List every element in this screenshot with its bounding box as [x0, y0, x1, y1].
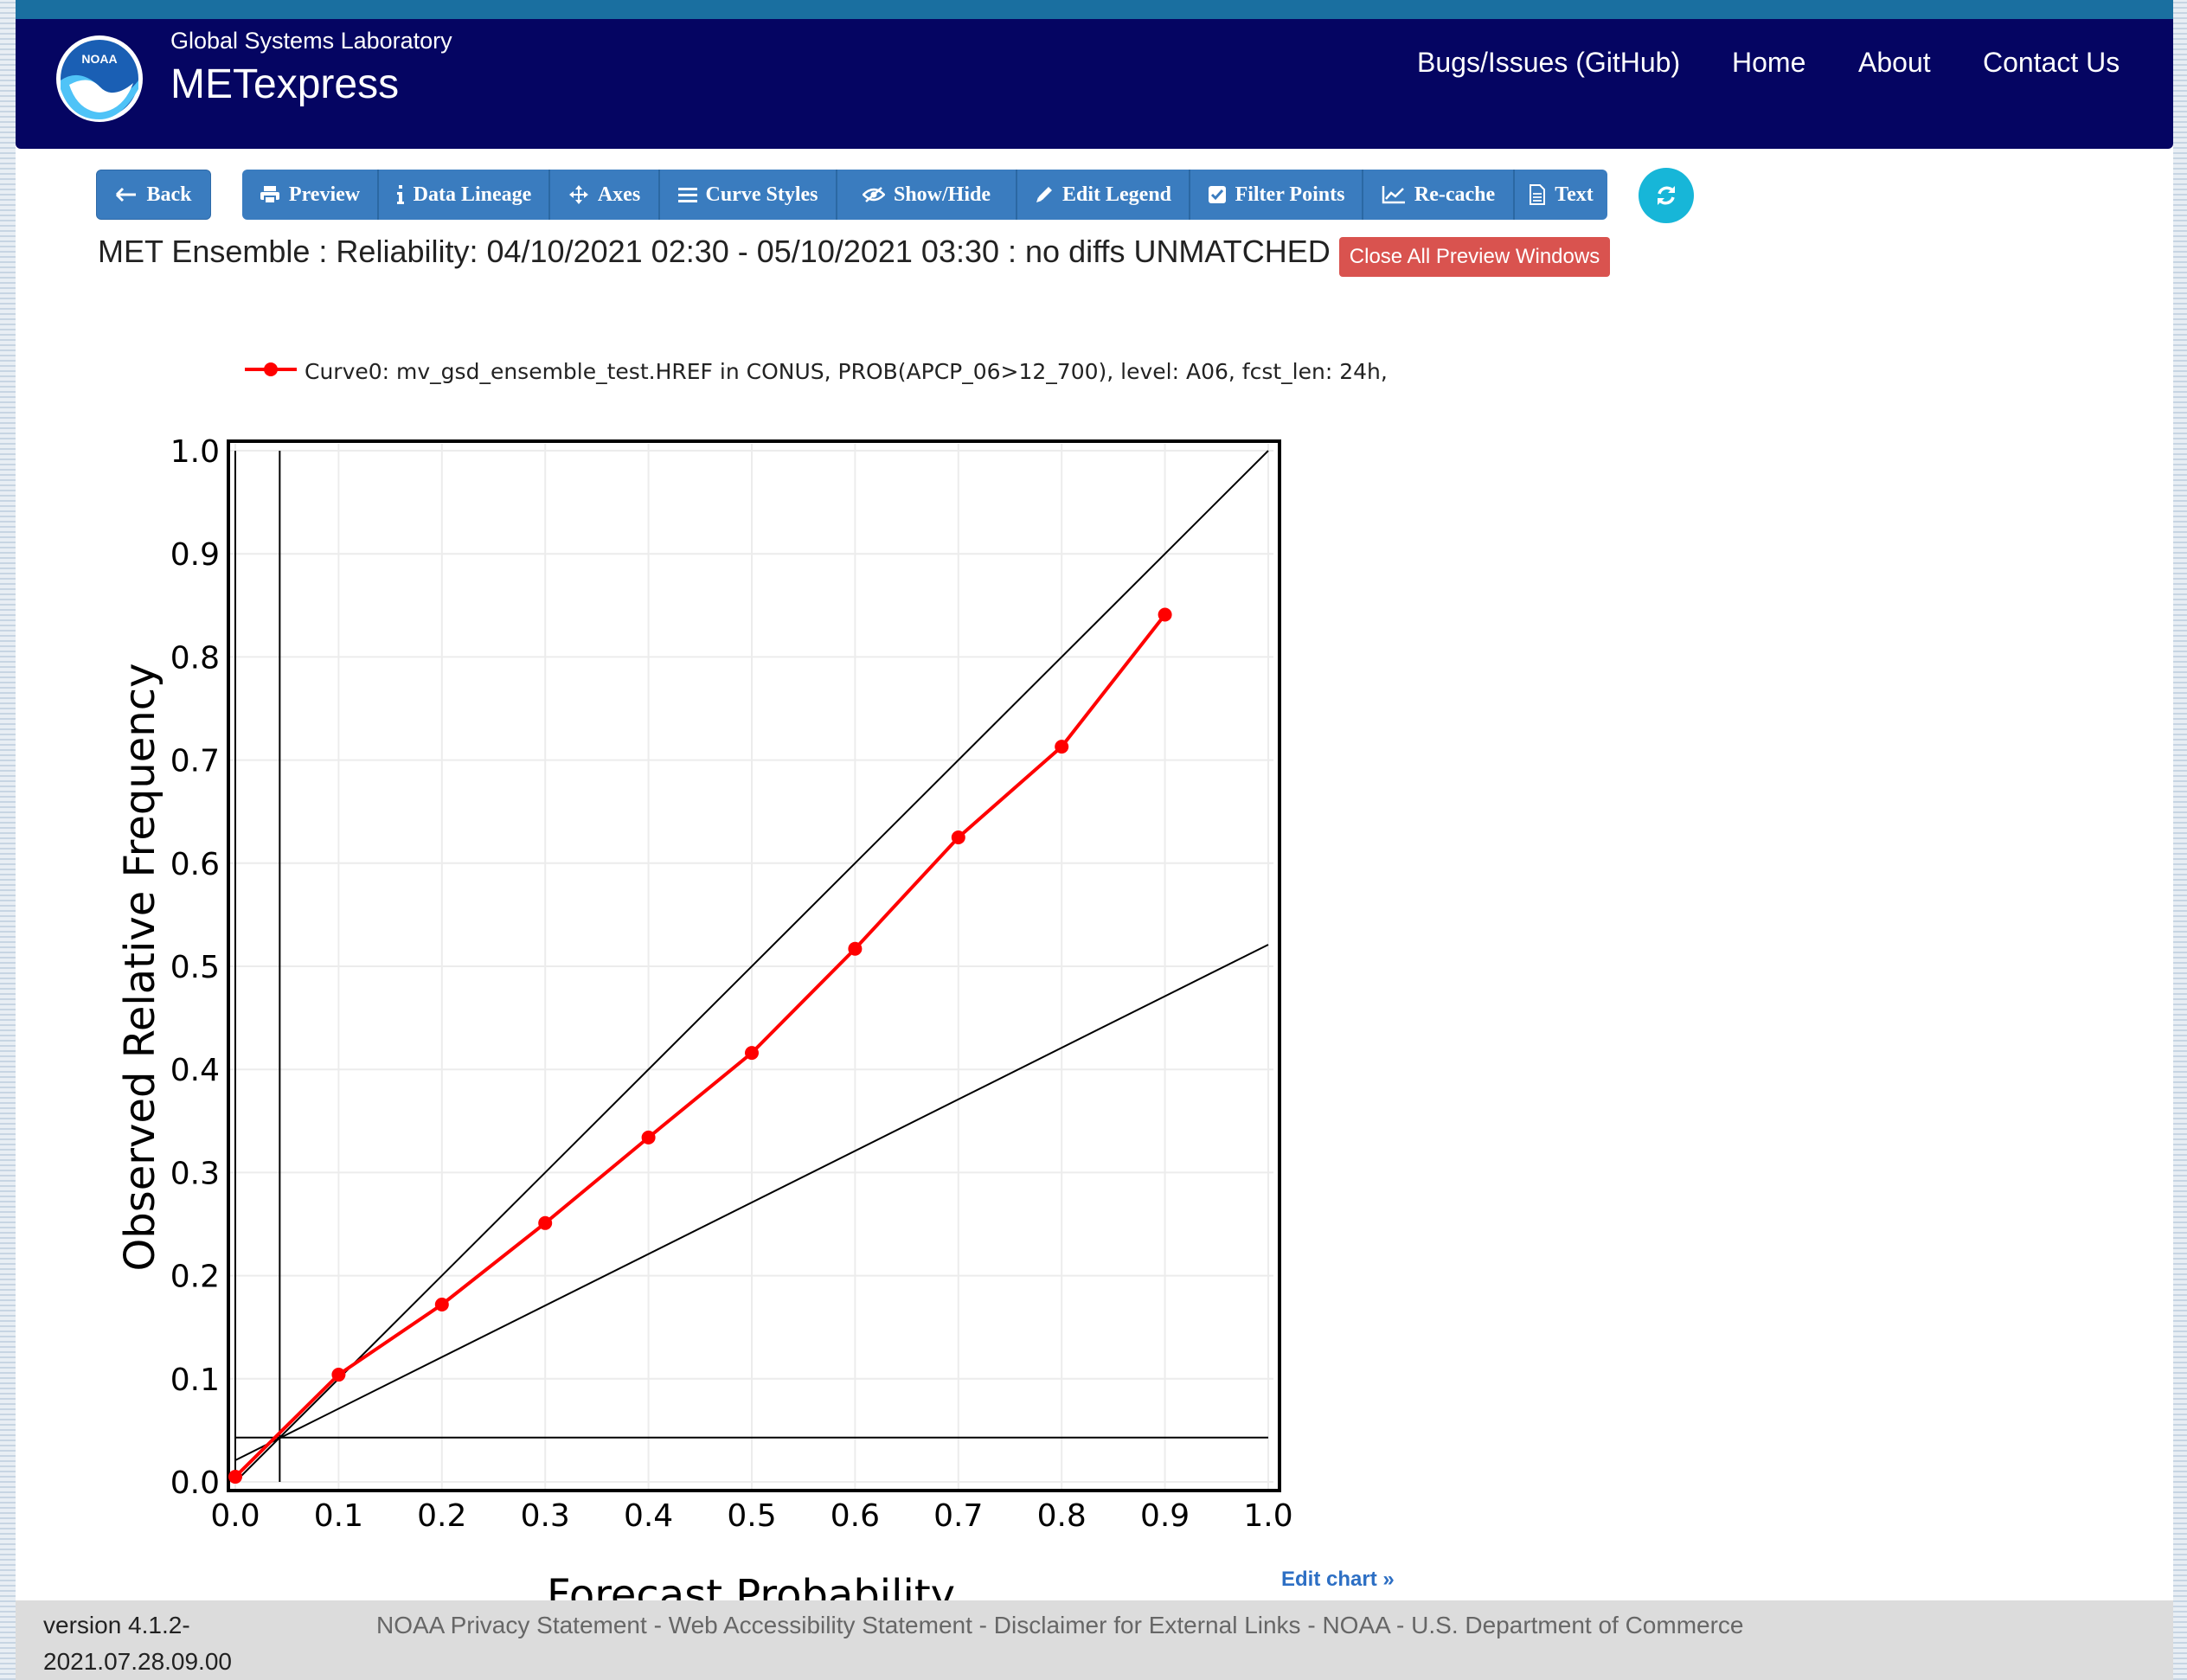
data-point	[1055, 740, 1068, 753]
navbar: NOAA Global Systems Laboratory METexpres…	[16, 19, 2173, 149]
re-cache-button[interactable]: Re-cache	[1363, 170, 1515, 220]
x-tick-label: 0.0	[210, 1498, 260, 1534]
text-button[interactable]: Text	[1515, 170, 1607, 220]
legend-marker	[264, 362, 278, 376]
filter-points-label: Filter Points	[1235, 183, 1345, 207]
noaa-logo-icon[interactable]: NOAA	[54, 33, 145, 125]
y-tick-label: 0.6	[170, 847, 220, 882]
edit-legend-label: Edit Legend	[1062, 183, 1171, 207]
data-lineage-button[interactable]: Data Lineage	[379, 170, 550, 220]
re-cache-label: Re-cache	[1414, 183, 1495, 207]
version-text: version 4.1.2- 2021.07.28.09.00	[43, 1607, 232, 1680]
x-tick-label: 0.6	[831, 1498, 880, 1534]
print-icon	[260, 185, 280, 204]
curve-styles-label: Curve Styles	[706, 183, 818, 207]
arrow-left-icon	[115, 187, 138, 202]
close-all-preview-windows-button[interactable]: Close All Preview Windows	[1339, 237, 1610, 277]
preview-button[interactable]: Preview	[242, 170, 379, 220]
x-tick-label: 0.1	[314, 1498, 363, 1534]
x-tick-label: 1.0	[1243, 1498, 1292, 1534]
brand-subtitle: Global Systems Laboratory	[170, 28, 452, 55]
noaa-logo-text: NOAA	[81, 52, 117, 66]
footer-links: NOAA Privacy Statement - Web Accessibili…	[376, 1607, 1744, 1644]
footer-commerce-link[interactable]: U.S. Department of Commerce	[1411, 1612, 1743, 1638]
y-tick-label: 0.2	[170, 1260, 220, 1295]
x-tick-label: 0.7	[933, 1498, 983, 1534]
move-arrows-icon	[568, 184, 589, 205]
data-point	[952, 830, 965, 844]
data-lineage-label: Data Lineage	[414, 183, 532, 207]
x-tick-label: 0.9	[1140, 1498, 1190, 1534]
x-tick-label: 0.2	[417, 1498, 466, 1534]
data-point	[745, 1046, 759, 1060]
edit-chart-link[interactable]: Edit chart »	[1281, 1568, 1395, 1592]
data-point	[228, 1470, 242, 1484]
data-point	[538, 1216, 552, 1230]
axes-label: Axes	[598, 183, 640, 207]
y-tick-label: 0.7	[170, 744, 220, 779]
y-axis-title: Observed Relative Frequency	[116, 664, 164, 1272]
eye-slash-icon	[863, 186, 885, 203]
back-button[interactable]: Back	[96, 170, 211, 220]
y-tick-label: 0.4	[170, 1053, 220, 1088]
pencil-icon	[1035, 185, 1054, 204]
document-icon	[1529, 184, 1546, 205]
legend[interactable]: Curve0: mv_gsd_ensemble_test.HREF in CON…	[245, 359, 1388, 384]
text-label: Text	[1555, 183, 1593, 207]
x-tick-label: 0.3	[521, 1498, 570, 1534]
page: NOAA Global Systems Laboratory METexpres…	[16, 19, 2173, 1600]
nav-contact-us[interactable]: Contact Us	[1983, 47, 2120, 79]
footer: version 4.1.2- 2021.07.28.09.00 NOAA Priv…	[16, 1600, 2173, 1680]
data-point	[642, 1131, 656, 1145]
version-line: version 4.1.2- 2021.07.28.09.00	[43, 1612, 232, 1675]
y-tick-label: 0.8	[170, 640, 220, 676]
data-point	[435, 1298, 449, 1311]
axes-button[interactable]: Axes	[550, 170, 660, 220]
data-series	[228, 608, 1172, 1484]
list-icon	[678, 186, 697, 203]
page-title: MET Ensemble : Reliability: 04/10/2021 0…	[98, 234, 1331, 270]
line-chart-icon	[1382, 185, 1406, 204]
y-tick-label: 0.5	[170, 950, 220, 985]
x-tick-label: 0.4	[624, 1498, 673, 1534]
preview-label: Preview	[289, 183, 360, 207]
toolbar-button-group: Preview Data Lineage Axes Curve Styles S…	[242, 170, 1607, 220]
y-tick-label: 1.0	[170, 434, 220, 470]
refresh-icon	[1654, 183, 1678, 208]
x-tick-label: 0.8	[1037, 1498, 1087, 1534]
brand-title[interactable]: METexpress	[170, 61, 399, 108]
data-point	[1158, 608, 1172, 622]
nav-home[interactable]: Home	[1732, 47, 1805, 79]
y-tick-label: 0.3	[170, 1156, 220, 1191]
top-strip	[16, 0, 2173, 19]
nav-about[interactable]: About	[1858, 47, 1931, 79]
filter-points-button[interactable]: Filter Points	[1190, 170, 1363, 220]
footer-privacy-link[interactable]: NOAA Privacy Statement	[376, 1612, 647, 1638]
reliability-chart[interactable]: 0.0 0.1 0.2 0.3 0.4 0.5 0.6 0.7 0.8 0.9 1.0 0.0 0.1 0…	[16, 330, 1486, 1628]
series-line	[235, 615, 1165, 1478]
curve-styles-button[interactable]: Curve Styles	[660, 170, 837, 220]
edit-legend-button[interactable]: Edit Legend	[1017, 170, 1190, 220]
refresh-button[interactable]	[1639, 168, 1694, 223]
footer-accessibility-link[interactable]: Web Accessibility Statement	[669, 1612, 972, 1638]
data-point	[331, 1368, 345, 1382]
y-tick-label: 0.1	[170, 1363, 220, 1398]
show-hide-label: Show/Hide	[894, 183, 991, 207]
show-hide-button[interactable]: Show/Hide	[837, 170, 1017, 220]
y-tick-label: 0.9	[170, 537, 220, 573]
legend-text: Curve0: mv_gsd_ensemble_test.HREF in CON…	[305, 359, 1388, 384]
info-icon	[396, 185, 405, 204]
y-tick-label: 0.0	[170, 1465, 220, 1501]
data-point	[848, 942, 862, 956]
checkbox-icon	[1208, 185, 1227, 204]
nav-bugs-issues[interactable]: Bugs/Issues (GitHub)	[1417, 47, 1680, 79]
x-tick-label: 0.5	[727, 1498, 776, 1534]
footer-noaa-link[interactable]: NOAA	[1322, 1612, 1389, 1638]
footer-disclaimer-link[interactable]: Disclaimer for External Links	[994, 1612, 1301, 1638]
back-label: Back	[146, 183, 191, 207]
